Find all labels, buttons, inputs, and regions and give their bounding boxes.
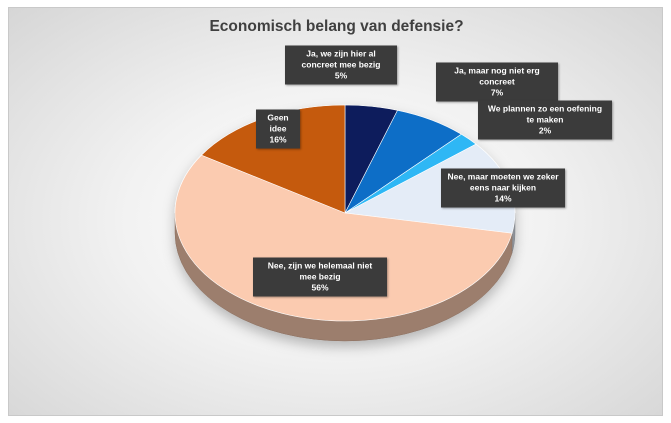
data-label-value: 5% bbox=[334, 70, 348, 81]
data-label-1: Ja, we zijn hier al concreet mee bezig 5% bbox=[285, 45, 397, 85]
data-label-category: Nee, zijn we helemaal niet mee bezig bbox=[267, 260, 373, 282]
chart-area: Economisch belang van defensie? Ja, we z… bbox=[8, 7, 663, 416]
data-label-2: Ja, maar nog niet erg concreet 7% bbox=[436, 62, 558, 102]
data-label-category: We plannen zo een oefening te maken bbox=[487, 103, 603, 125]
data-label-category: Nee, maar moeten we zeker eens naar kijk… bbox=[447, 171, 559, 193]
chart-title: Economisch belang van defensie? bbox=[209, 18, 464, 35]
data-label-5: Nee, zijn we helemaal niet mee bezig 56% bbox=[253, 257, 387, 297]
data-label-6: Geen idee 16% bbox=[256, 109, 300, 149]
data-label-category: Ja, maar nog niet erg concreet bbox=[454, 65, 540, 87]
data-label-category: Geen idee bbox=[267, 112, 289, 134]
data-label-3: We plannen zo een oefening te maken 2% bbox=[478, 100, 612, 140]
data-label-value: 14% bbox=[494, 193, 512, 204]
data-label-4: Nee, maar moeten we zeker eens naar kijk… bbox=[441, 168, 565, 208]
data-label-value: 16% bbox=[269, 134, 287, 145]
data-label-value: 56% bbox=[311, 282, 329, 293]
data-label-value: 7% bbox=[490, 87, 504, 98]
data-label-value: 2% bbox=[538, 125, 552, 136]
data-label-category: Ja, we zijn hier al concreet mee bezig bbox=[301, 48, 381, 70]
